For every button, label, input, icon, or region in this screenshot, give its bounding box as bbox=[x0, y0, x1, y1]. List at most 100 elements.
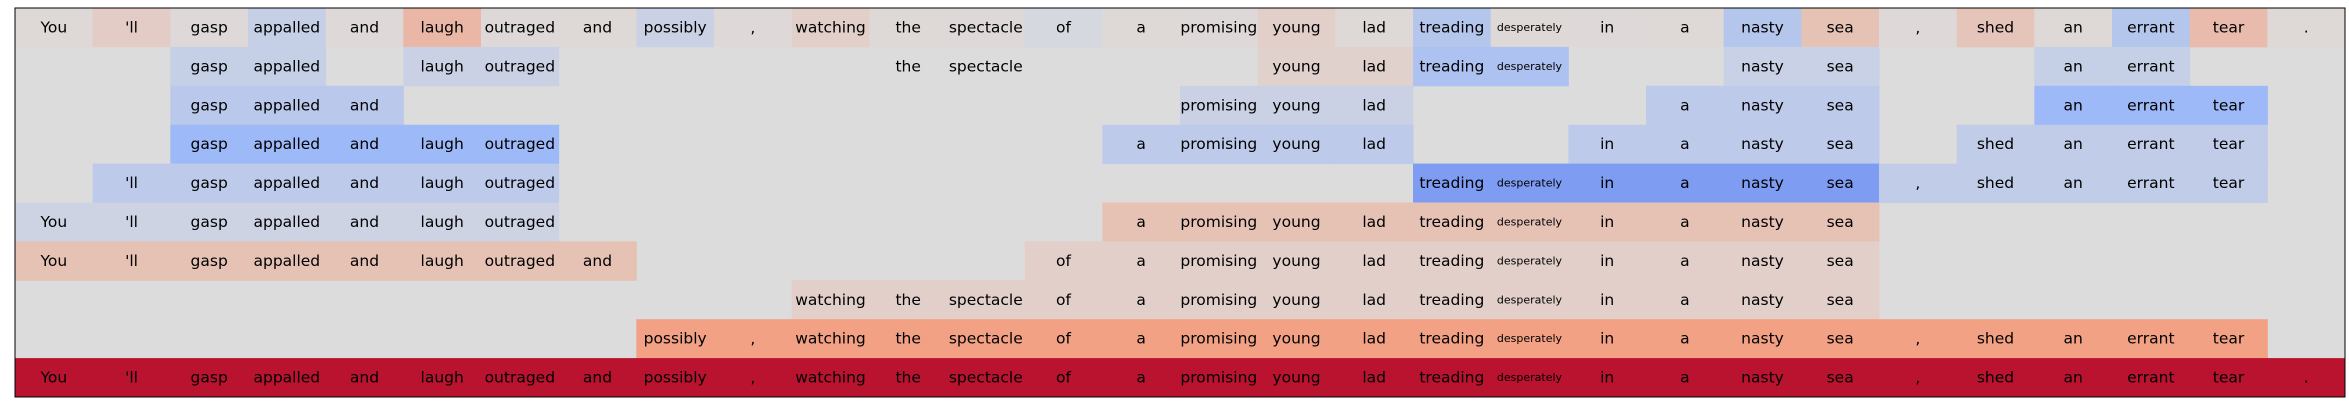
heatmap-cell bbox=[2034, 85, 2113, 126]
heatmap-cell bbox=[1335, 85, 1414, 126]
heatmap-cell bbox=[1024, 358, 1103, 398]
heatmap-cell bbox=[1723, 46, 1802, 87]
token-label: and bbox=[350, 213, 379, 231]
heatmap-cell bbox=[248, 358, 327, 398]
heatmap-cell bbox=[325, 202, 404, 242]
heatmap-cell bbox=[2112, 46, 2191, 87]
heatmap-cell bbox=[170, 124, 249, 165]
heatmap-cell bbox=[1257, 280, 1336, 320]
heatmap-cell bbox=[248, 124, 327, 165]
heatmap-cell bbox=[1879, 358, 1958, 398]
token-label: young bbox=[1272, 252, 1320, 270]
token-label: spectacle bbox=[949, 291, 1023, 309]
token-label: desperately bbox=[1497, 21, 1563, 34]
heatmap-cell bbox=[2112, 8, 2191, 48]
heatmap-cell bbox=[1646, 319, 1725, 359]
heatmap-cell bbox=[1257, 46, 1336, 87]
heatmap-cell bbox=[403, 163, 482, 203]
token-label: outraged bbox=[485, 213, 555, 231]
heatmap-cell bbox=[1568, 202, 1647, 242]
token-label: , bbox=[1915, 174, 1920, 192]
heatmap-cell bbox=[1335, 319, 1414, 359]
token-label: errant bbox=[2127, 96, 2174, 114]
heatmap-cell bbox=[248, 241, 327, 281]
token-label: tear bbox=[2213, 96, 2245, 114]
heatmap-cell bbox=[1257, 319, 1336, 359]
token-label: desperately bbox=[1497, 293, 1563, 306]
token-label: appalled bbox=[253, 252, 320, 270]
token-label: desperately bbox=[1497, 60, 1563, 73]
token-label: promising bbox=[1180, 18, 1257, 36]
token-label: appalled bbox=[253, 57, 320, 75]
heatmap-cell bbox=[1801, 319, 1880, 359]
token-label: outraged bbox=[485, 174, 555, 192]
heatmap-cell bbox=[1180, 8, 1259, 48]
token-label: treading bbox=[1419, 252, 1484, 270]
token-label: a bbox=[1680, 252, 1690, 270]
token-label: desperately bbox=[1497, 177, 1563, 190]
token-label: young bbox=[1272, 291, 1320, 309]
heatmap-cell bbox=[1335, 124, 1414, 165]
token-label: gasp bbox=[191, 57, 228, 75]
token-label: lad bbox=[1362, 57, 1386, 75]
token-label: in bbox=[1600, 135, 1614, 153]
token-label: the bbox=[895, 291, 920, 309]
heatmap-cell bbox=[92, 202, 171, 242]
heatmap-cell bbox=[2189, 85, 2268, 126]
heatmap-cell bbox=[1102, 358, 1181, 398]
heatmap-cell bbox=[947, 8, 1026, 48]
token-label: an bbox=[2064, 135, 2083, 153]
heatmap-cell bbox=[1646, 241, 1725, 281]
token-label: an bbox=[2064, 330, 2083, 348]
token-label: laugh bbox=[421, 369, 464, 387]
heatmap-cell bbox=[1646, 8, 1725, 48]
token-label: a bbox=[1136, 369, 1146, 387]
heatmap-cell bbox=[1956, 358, 2035, 398]
token-label: errant bbox=[2127, 369, 2174, 387]
heatmap-cell bbox=[1490, 280, 1569, 320]
token-label: errant bbox=[2127, 57, 2174, 75]
token-label: tear bbox=[2213, 330, 2245, 348]
heatmap-cell bbox=[325, 8, 404, 48]
token-label: young bbox=[1272, 18, 1320, 36]
token-label: You bbox=[39, 369, 67, 387]
heatmap-cell bbox=[869, 8, 948, 48]
heatmap-cell bbox=[1180, 241, 1259, 281]
heatmap-cell bbox=[1801, 280, 1880, 320]
heatmap-cell bbox=[1102, 319, 1181, 359]
token-label: , bbox=[1915, 369, 1920, 387]
heatmap-cell bbox=[1335, 202, 1414, 242]
token-label: tear bbox=[2213, 135, 2245, 153]
token-label: gasp bbox=[191, 213, 228, 231]
token-label: young bbox=[1272, 135, 1320, 153]
token-label: and bbox=[583, 252, 612, 270]
token-label: desperately bbox=[1497, 332, 1563, 345]
token-label: appalled bbox=[253, 96, 320, 114]
heatmap-cell bbox=[2189, 358, 2268, 398]
token-label: and bbox=[583, 18, 612, 36]
token-label: gasp bbox=[191, 135, 228, 153]
heatmap-cell bbox=[791, 319, 870, 359]
heatmap-cell bbox=[170, 358, 249, 398]
heatmap-cell bbox=[1257, 124, 1336, 165]
heatmap-cell bbox=[92, 358, 171, 398]
heatmap-cell bbox=[1801, 241, 1880, 281]
token-label: and bbox=[350, 252, 379, 270]
token-label: gasp bbox=[191, 174, 228, 192]
token-label: 'll bbox=[125, 213, 138, 231]
heatmap-cell bbox=[1956, 319, 2035, 359]
heatmap-cell bbox=[1956, 163, 2035, 203]
token-label: the bbox=[895, 369, 920, 387]
heatmap-cell bbox=[15, 202, 94, 242]
heatmap-cell bbox=[1568, 358, 1647, 398]
token-label: an bbox=[2064, 57, 2083, 75]
heatmap-cell bbox=[170, 8, 249, 48]
heatmap-cell bbox=[1879, 8, 1958, 48]
token-label: lad bbox=[1362, 96, 1386, 114]
token-label: 'll bbox=[125, 18, 138, 36]
token-label: nasty bbox=[1741, 291, 1784, 309]
heatmap-cell bbox=[1102, 280, 1181, 320]
heatmap-cell bbox=[791, 358, 870, 398]
token-label: sea bbox=[1827, 213, 1854, 231]
token-label: nasty bbox=[1741, 18, 1784, 36]
